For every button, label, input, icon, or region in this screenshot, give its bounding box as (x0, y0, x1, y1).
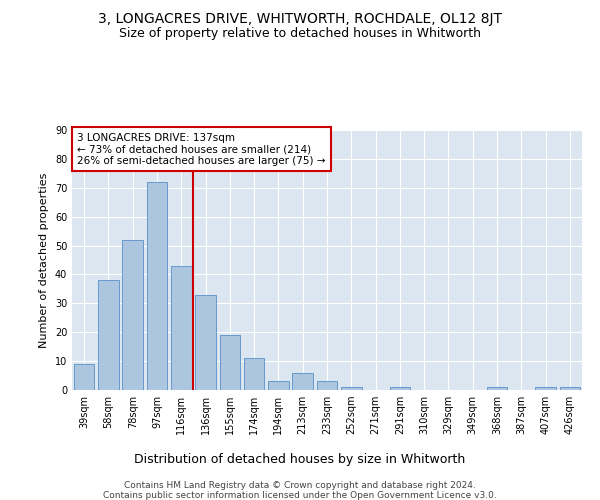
Bar (171, 266, 191, 390)
Bar (268, 382, 289, 390)
Bar (146, 182, 167, 390)
Y-axis label: Number of detached properties: Number of detached properties (39, 172, 49, 348)
Text: 3, LONGACRES DRIVE, WHITWORTH, ROCHDALE, OL12 8JT: 3, LONGACRES DRIVE, WHITWORTH, ROCHDALE,… (98, 12, 502, 26)
Bar (292, 372, 313, 390)
Text: 3 LONGACRES DRIVE: 137sqm
← 73% of detached houses are smaller (214)
26% of semi: 3 LONGACRES DRIVE: 137sqm ← 73% of detac… (77, 132, 326, 166)
Bar (317, 382, 337, 390)
Text: Size of property relative to detached houses in Whitworth: Size of property relative to detached ho… (119, 28, 481, 40)
Bar (487, 387, 508, 390)
Bar (195, 294, 216, 390)
Bar (244, 358, 265, 390)
Bar (341, 387, 362, 390)
Text: Contains HM Land Registry data © Crown copyright and database right 2024.
Contai: Contains HM Land Registry data © Crown c… (103, 481, 497, 500)
Bar (122, 240, 143, 390)
Bar (560, 387, 580, 390)
Text: Distribution of detached houses by size in Whitworth: Distribution of detached houses by size … (134, 452, 466, 466)
Bar (535, 387, 556, 390)
Bar (389, 387, 410, 390)
Bar (74, 364, 94, 390)
Bar (98, 280, 119, 390)
Bar (220, 335, 240, 390)
